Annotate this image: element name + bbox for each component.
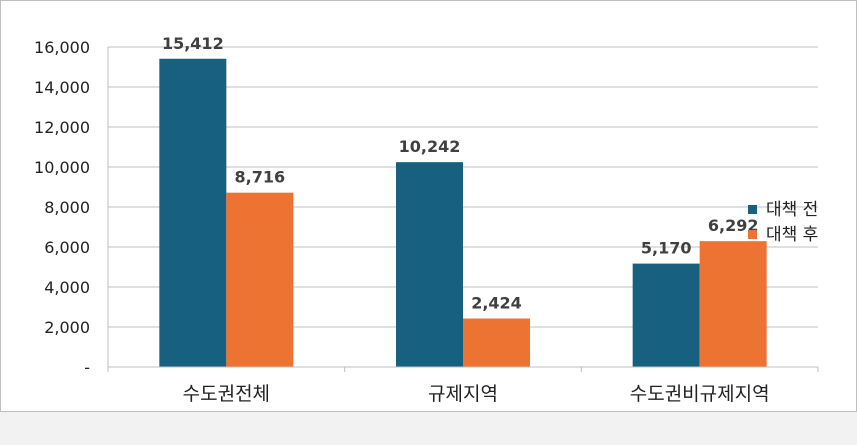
y-tick-label: 4,000 <box>44 278 90 297</box>
legend-label: 대책 전 <box>766 200 818 220</box>
data-label: 5,170 <box>641 239 692 258</box>
data-labels: 15,412 8,716 10,242 2,424 5,170 6,292 <box>162 34 759 313</box>
data-label: 8,716 <box>235 168 286 187</box>
data-label: 6,292 <box>708 216 759 235</box>
bar-before <box>632 263 700 367</box>
y-tick-label: 2,000 <box>44 318 90 337</box>
x-category-label: 규제지역 <box>428 383 498 405</box>
bar-chart: - 2,000 4,000 6,000 8,000 10,000 12,000 14,000 1… <box>34 34 819 405</box>
x-axis: 수도권전체 규제지역 수도권비규제지역 <box>107 366 819 405</box>
bar-after <box>463 318 530 367</box>
y-tick-label: - <box>84 358 90 377</box>
y-tick-label: 6,000 <box>44 238 90 257</box>
bar-after <box>699 241 767 367</box>
data-label: 2,424 <box>471 294 522 313</box>
y-tick-label: 10,000 <box>34 158 90 177</box>
legend: 대책 전대책 후 <box>748 200 818 245</box>
y-tick-label: 14,000 <box>34 78 90 97</box>
bar-after <box>226 192 294 367</box>
legend-swatch <box>748 230 757 239</box>
bar-before <box>159 58 227 367</box>
y-tick-label: 12,000 <box>34 118 90 137</box>
data-label: 10,242 <box>399 137 461 156</box>
y-axis: - 2,000 4,000 6,000 8,000 10,000 12,000 14,000 1… <box>34 38 109 377</box>
bar-before <box>396 162 463 367</box>
x-category-label: 수도권전체 <box>183 383 270 405</box>
legend-label: 대책 후 <box>766 225 818 245</box>
legend-swatch <box>748 205 757 214</box>
y-tick-label: 16,000 <box>34 38 90 57</box>
bars <box>159 58 767 367</box>
y-tick-label: 8,000 <box>44 198 90 217</box>
chart-frame: - 2,000 4,000 6,000 8,000 10,000 12,000 14,000 1… <box>0 0 857 412</box>
data-label: 15,412 <box>162 34 224 53</box>
x-category-label: 수도권비규제지역 <box>630 383 770 405</box>
